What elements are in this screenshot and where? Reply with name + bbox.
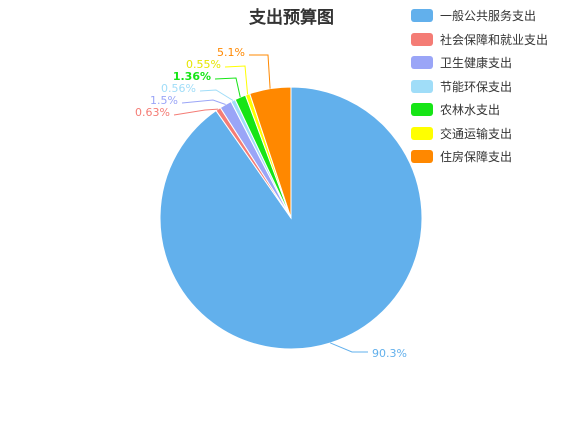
leader-line-6 (249, 54, 271, 89)
legend-swatch (411, 150, 433, 164)
legend-item-0[interactable]: 一般公共服务支出 (411, 4, 583, 28)
legend-item-2[interactable]: 卫生健康支出 (411, 51, 583, 75)
data-label-4: 1.36% (173, 70, 211, 83)
legend-label: 节能环保支出 (440, 79, 513, 94)
legend-swatch (411, 126, 433, 140)
legend-label: 农林水支出 (440, 103, 501, 118)
data-label-5: 0.55% (186, 58, 221, 71)
legend-swatch (411, 56, 433, 70)
legend-label: 社会保障和就业支出 (440, 32, 549, 47)
legend-item-1[interactable]: 社会保障和就业支出 (411, 28, 583, 52)
legend-label: 住房保障支出 (440, 150, 513, 165)
legend-label: 一般公共服务支出 (440, 9, 537, 24)
leader-line-1 (173, 108, 219, 116)
leader-line-2 (181, 99, 226, 105)
pie-slice-6[interactable] (249, 86, 292, 219)
leader-line-0 (330, 342, 368, 353)
legend-label: 卫生健康支出 (440, 56, 513, 71)
legend-swatch (411, 32, 433, 46)
data-label-0: 90.3% (372, 347, 407, 360)
data-label-2: 1.5% (150, 94, 178, 107)
data-label-3: 0.56% (161, 82, 196, 95)
legend-item-4[interactable]: 农林水支出 (411, 98, 583, 122)
leader-line-3 (199, 89, 234, 101)
chart-title: 支出预算图 (249, 8, 334, 28)
leader-line-4 (214, 77, 241, 98)
legend-item-6[interactable]: 住房保障支出 (411, 145, 583, 169)
data-label-6: 5.1% (217, 46, 245, 59)
data-label-1: 0.63% (135, 106, 170, 119)
legend[interactable]: 一般公共服务支出 社会保障和就业支出 卫生健康支出 节能环保支出 农林水支出交通运输支出… (411, 4, 583, 169)
leader-line-5 (224, 65, 249, 95)
legend-swatch (411, 79, 433, 93)
legend-item-5[interactable]: 交通运输支出 (411, 122, 583, 146)
legend-label: 交通运输支出 (440, 126, 513, 141)
legend-swatch (411, 103, 433, 117)
legend-item-3[interactable]: 节能环保支出 (411, 75, 583, 99)
legend-swatch (411, 9, 433, 23)
